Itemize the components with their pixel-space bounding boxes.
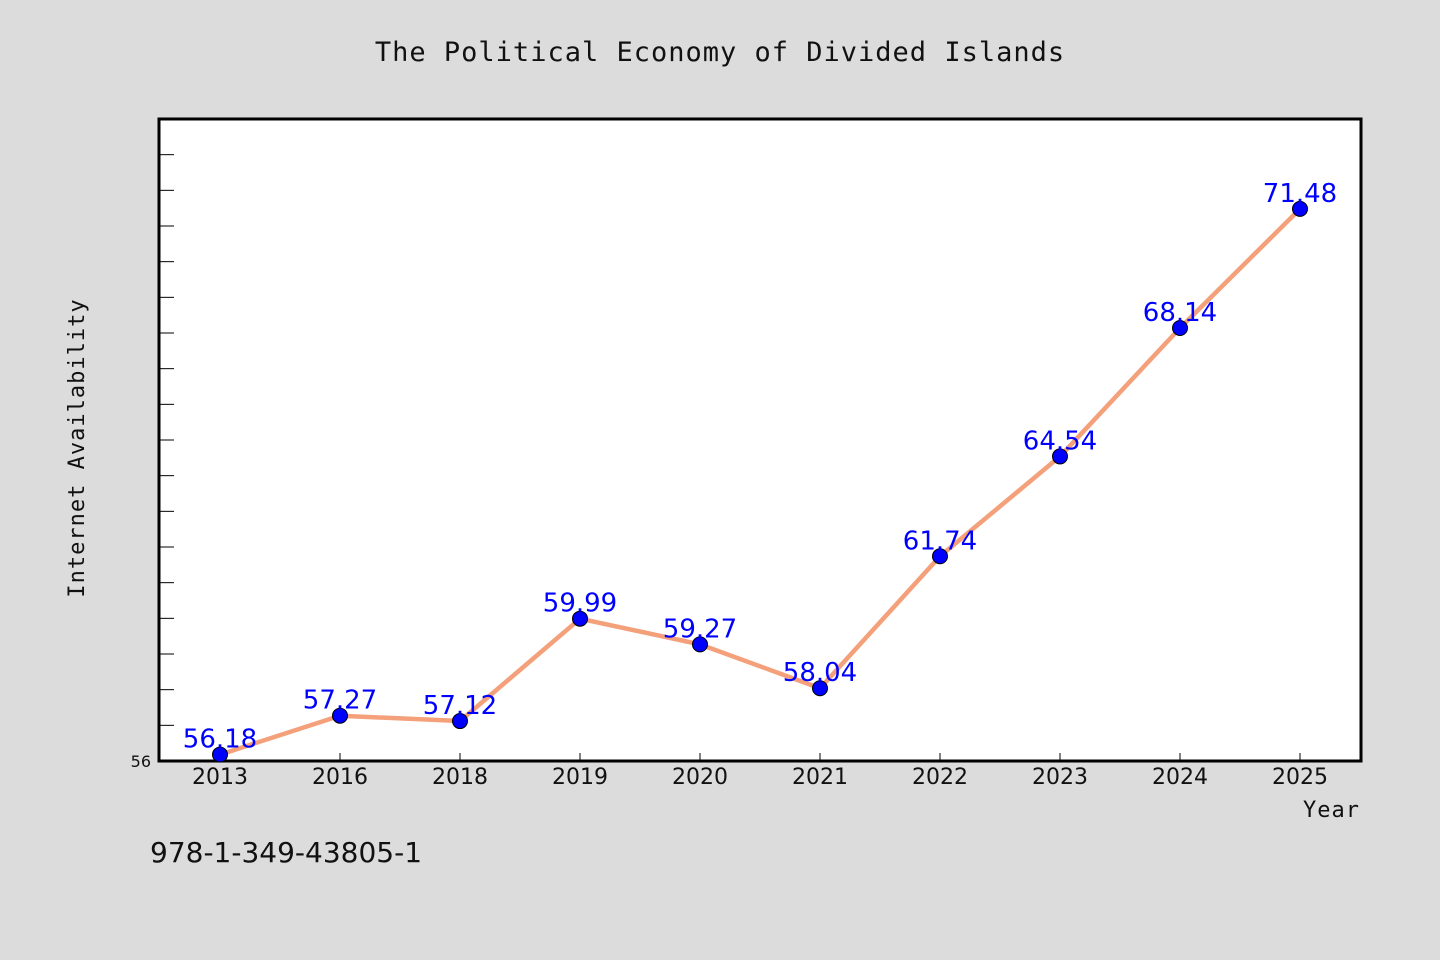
data-label: 64.54 xyxy=(1023,426,1097,456)
x-tick-label: 2021 xyxy=(792,765,848,790)
x-tick-label: 2018 xyxy=(432,765,488,790)
data-markers xyxy=(212,200,1308,763)
data-point-marker xyxy=(212,746,228,763)
footer-isbn-text: 978-1-349-43805-1 xyxy=(150,836,422,869)
y-axis-label: Internet Availability xyxy=(65,298,90,597)
y-tick-label: 56 xyxy=(131,752,151,771)
series-line xyxy=(217,206,1303,757)
data-point-marker xyxy=(932,548,948,565)
data-labels: 56.18 57.27 57.12 59.99 59.27 58.04 61.74 64.54… xyxy=(183,179,1337,755)
data-label: 56.18 xyxy=(183,725,257,755)
data-point-marker xyxy=(1172,320,1188,337)
x-tick-label: 2013 xyxy=(192,765,248,790)
data-point-marker xyxy=(332,707,348,724)
data-point-marker xyxy=(812,680,828,697)
y-axis-ticks: 56 xyxy=(131,154,174,771)
x-tick-label: 2025 xyxy=(1272,765,1328,790)
data-label: 58.04 xyxy=(783,658,857,688)
data-label: 57.27 xyxy=(303,686,377,716)
x-tick-label: 2016 xyxy=(312,765,368,790)
x-tick-label: 2023 xyxy=(1032,765,1088,790)
data-label: 61.74 xyxy=(903,526,977,556)
data-point-marker xyxy=(572,610,588,627)
chart-title: The Political Economy of Divided Islands xyxy=(375,37,1065,68)
data-label: 68.14 xyxy=(1143,298,1217,328)
data-point-marker xyxy=(452,713,468,730)
x-tick-label: 2022 xyxy=(912,765,968,790)
data-point-marker xyxy=(692,636,708,653)
data-label: 71.48 xyxy=(1263,179,1337,209)
data-label: 57.12 xyxy=(423,691,497,721)
x-tick-label: 2020 xyxy=(672,765,728,790)
data-point-marker xyxy=(1292,200,1308,217)
x-tick-label: 2024 xyxy=(1152,765,1208,790)
x-tick-label: 2019 xyxy=(552,765,608,790)
data-point-marker xyxy=(1052,448,1068,465)
data-label: 59.99 xyxy=(543,589,617,619)
data-label: 59.27 xyxy=(663,614,737,644)
x-axis-ticks: 2013 2016 2018 2019 2020 2021 2022 2023 2024 2025 xyxy=(192,753,1328,790)
x-axis-label: Year xyxy=(1303,798,1360,823)
plot-area xyxy=(157,117,1363,763)
